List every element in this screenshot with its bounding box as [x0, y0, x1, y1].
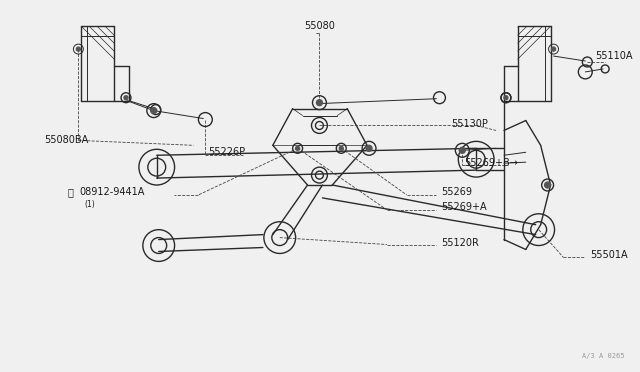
Circle shape [552, 47, 556, 51]
Text: 55226P: 55226P [209, 147, 246, 157]
Circle shape [504, 96, 508, 100]
Text: 55080: 55080 [305, 21, 335, 31]
Text: A/3 A 0265: A/3 A 0265 [582, 353, 625, 359]
Text: 55130P: 55130P [451, 119, 488, 128]
Text: 08912-9441A: 08912-9441A [79, 187, 145, 197]
Circle shape [460, 147, 465, 153]
Text: (1): (1) [84, 201, 95, 209]
Circle shape [545, 182, 550, 188]
Text: 55269: 55269 [442, 187, 472, 197]
Circle shape [339, 146, 343, 150]
Circle shape [316, 100, 323, 106]
Text: 55080BA: 55080BA [45, 135, 89, 145]
Circle shape [151, 108, 157, 113]
Text: Ⓝ: Ⓝ [67, 187, 74, 197]
Circle shape [76, 47, 81, 51]
Circle shape [296, 146, 300, 150]
Text: 55269+A: 55269+A [442, 202, 487, 212]
Text: 55501A: 55501A [590, 250, 628, 260]
Text: 55110A: 55110A [595, 51, 633, 61]
Text: 55269+B→: 55269+B→ [464, 158, 518, 168]
Circle shape [366, 145, 372, 151]
Text: 55120R: 55120R [442, 238, 479, 247]
Circle shape [124, 96, 128, 100]
